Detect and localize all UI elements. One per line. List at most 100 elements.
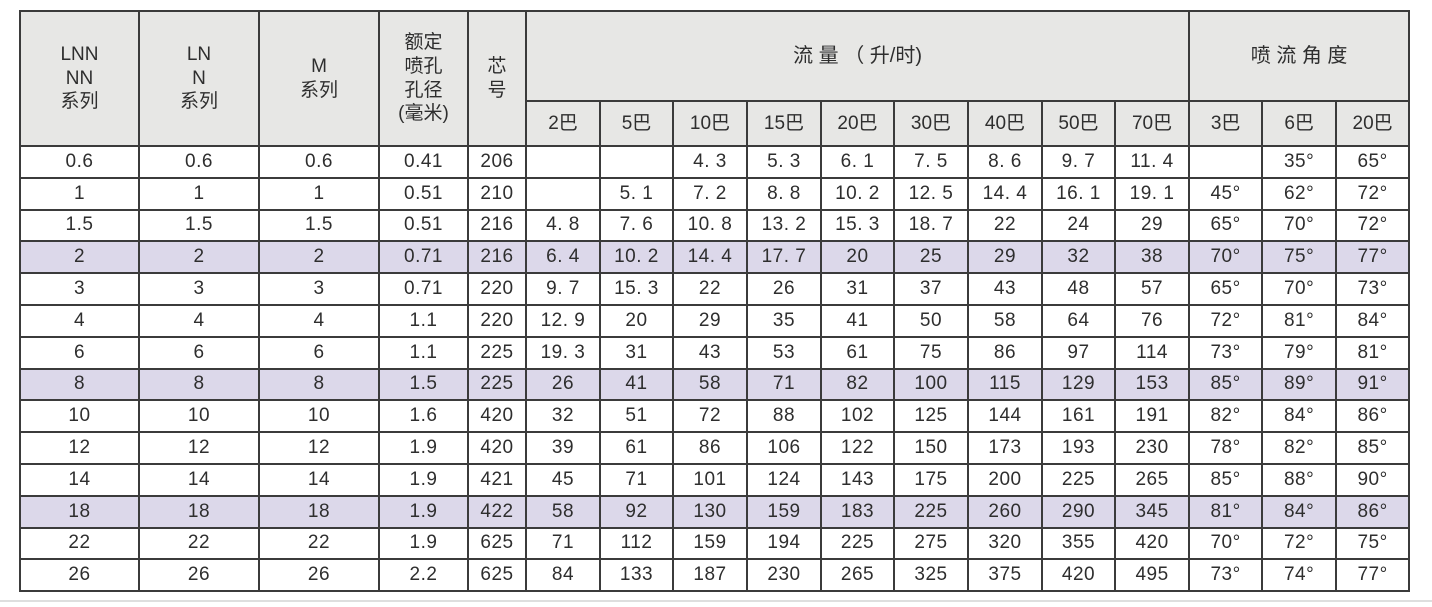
table-cell: 64	[1041, 303, 1116, 338]
table-cell: 106	[746, 431, 822, 465]
table-cell: 24	[1041, 208, 1116, 243]
table-cell: 43	[672, 335, 748, 370]
table-cell: 77°	[1335, 558, 1411, 593]
page-bottom-edge	[0, 600, 1432, 602]
table-cell: 216	[467, 240, 527, 275]
table-cell: 73°	[1335, 272, 1411, 306]
table-cell: 84°	[1261, 494, 1338, 529]
table-cell: 22	[138, 526, 260, 561]
pressure-column-header: 70巴	[1113, 100, 1191, 147]
table-cell: 5. 3	[746, 145, 822, 179]
table-row: 3 3 3 0.71 220 9. 7 15. 3 22 26 31 37 43 48 57 65° 70° 7…	[19, 272, 1411, 306]
table-cell: 0.6	[138, 145, 260, 179]
pressure-column-header: 50巴	[1041, 100, 1116, 147]
table-cell	[525, 145, 601, 179]
table-body: 0.6 0.6 0.6 0.41 206 4. 3 5. 3 6. 1 7. 5 8. 6 9. 7…	[19, 145, 1411, 593]
table-cell: 101	[672, 462, 748, 497]
table-cell: 3	[138, 272, 260, 306]
table-cell: 77°	[1335, 240, 1411, 275]
table-cell: 31	[820, 272, 895, 306]
table-cell: 161	[1041, 399, 1116, 434]
table-cell: 86°	[1335, 494, 1411, 529]
table-cell: 86	[672, 431, 748, 465]
table-cell: 4. 3	[672, 145, 748, 179]
pressure-column-header: 6巴	[1261, 100, 1338, 147]
table-cell: 115	[967, 367, 1043, 402]
table-cell: 0.6	[19, 145, 140, 179]
table-cell: 72°	[1188, 303, 1264, 338]
table-row: 10 10 10 1.6 420 32 51 72 88 102 125 144 161 191 82° 84…	[19, 399, 1411, 434]
pressure-column-header: 20巴	[1335, 100, 1411, 147]
table-cell: 1.5	[19, 208, 140, 243]
table-cell: 193	[1041, 431, 1116, 465]
table-cell: 220	[467, 272, 527, 306]
table-row: 18 18 18 1.9 422 58 92 130 159 183 225 260 290 345 81°…	[19, 494, 1411, 529]
nozzle-spec-table: LNN NN 系列 LN N 系列 M 系列 额定 喷孔 孔径 (毫米) 芯 号…	[19, 10, 1411, 593]
table-cell: 16. 1	[1041, 176, 1116, 211]
table-row: 22 22 22 1.9 625 71 112 159 194 225 275 320 355 420 70…	[19, 526, 1411, 561]
pressure-column-header: 15巴	[746, 100, 822, 147]
table-cell: 31	[599, 335, 674, 370]
table-cell: 61	[820, 335, 895, 370]
table-cell: 32	[1041, 240, 1116, 275]
table-cell: 320	[967, 526, 1043, 561]
table-cell: 0.71	[378, 272, 469, 306]
table-cell: 73°	[1188, 558, 1264, 593]
table-cell: 625	[467, 526, 527, 561]
table-cell: 4	[258, 303, 380, 338]
table-cell: 6. 4	[525, 240, 601, 275]
table-cell: 38	[1113, 240, 1191, 275]
table-cell: 72	[672, 399, 748, 434]
table-cell: 124	[746, 462, 822, 497]
table-cell	[1188, 145, 1264, 179]
table-cell: 74°	[1261, 558, 1338, 593]
table-cell: 41	[820, 303, 895, 338]
table-cell: 71	[746, 367, 822, 402]
table-cell: 10. 2	[820, 176, 895, 211]
table-cell: 8	[138, 367, 260, 402]
table-cell: 495	[1113, 558, 1191, 593]
table-cell: 1.1	[378, 303, 469, 338]
table-row: 2 2 2 0.71 216 6. 4 10. 2 14. 4 17. 7 20 25 29 32 38 7…	[19, 240, 1411, 275]
table-cell: 18	[19, 494, 140, 529]
table-cell: 29	[672, 303, 748, 338]
table-cell: 13. 2	[746, 208, 822, 243]
table-cell: 82°	[1188, 399, 1264, 434]
table-cell: 230	[1113, 431, 1191, 465]
header-series-ln: LN N 系列	[138, 10, 260, 147]
table-cell: 4	[138, 303, 260, 338]
table-cell: 75	[893, 335, 969, 370]
header-orifice-diameter: 额定 喷孔 孔径 (毫米)	[378, 10, 469, 147]
header-series-lnn: LNN NN 系列	[19, 10, 140, 147]
table-cell: 187	[672, 558, 748, 593]
table-cell: 81°	[1261, 303, 1338, 338]
table-cell: 355	[1041, 526, 1116, 561]
header-angle-group: 喷 流 角 度	[1188, 10, 1411, 102]
table-cell: 14. 4	[672, 240, 748, 275]
table-cell: 89°	[1261, 367, 1338, 402]
table-cell: 290	[1041, 494, 1116, 529]
table-cell: 10. 2	[599, 240, 674, 275]
table-cell: 173	[967, 431, 1043, 465]
table-cell: 260	[967, 494, 1043, 529]
table-cell: 11. 4	[1113, 145, 1191, 179]
table-cell: 275	[893, 526, 969, 561]
table-row: 8 8 8 1.5 225 26 41 58 71 82 100 115 129 153 85° 89° 91°	[19, 367, 1411, 402]
table-cell: 143	[820, 462, 895, 497]
table-cell: 1	[138, 176, 260, 211]
table-cell: 2	[138, 240, 260, 275]
table-cell: 6	[19, 335, 140, 370]
table-cell: 225	[820, 526, 895, 561]
table-cell: 85°	[1188, 367, 1264, 402]
table-cell: 420	[1113, 526, 1191, 561]
table-cell: 26	[258, 558, 380, 593]
table-cell: 0.6	[258, 145, 380, 179]
table-cell: 0.41	[378, 145, 469, 179]
table-cell: 85°	[1335, 431, 1411, 465]
table-cell: 61	[599, 431, 674, 465]
table-cell: 421	[467, 462, 527, 497]
table-cell: 84°	[1335, 303, 1411, 338]
table-cell: 58	[525, 494, 601, 529]
table-cell: 65°	[1188, 208, 1264, 243]
table-cell: 57	[1113, 272, 1191, 306]
